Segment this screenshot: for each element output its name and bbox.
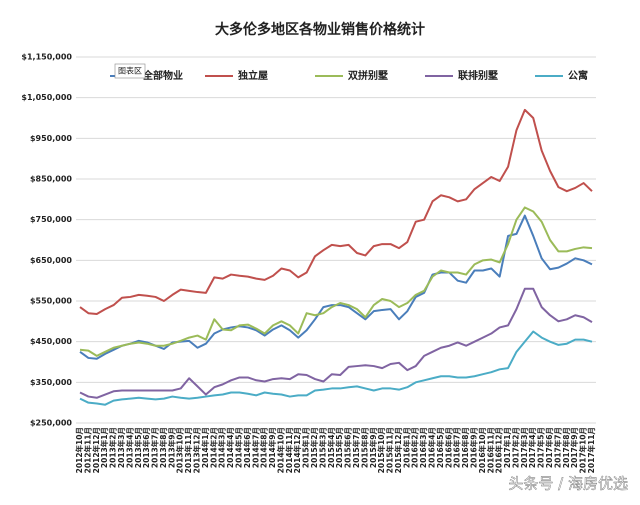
y-tick-label: $550,000: [30, 297, 72, 306]
y-tick-label: $250,000: [30, 419, 72, 428]
x-tick-label: 2013年4月: [124, 427, 134, 468]
x-tick-label: 2013年2月: [108, 427, 118, 468]
x-tick-label: 2014年6月: [242, 427, 252, 468]
x-tick-label: 2015年3月: [317, 427, 327, 468]
x-tick-label: 2015年2月: [309, 427, 319, 468]
y-tick-label: $850,000: [30, 175, 72, 184]
x-tick-label: 2017年5月: [536, 427, 546, 468]
x-tick-label: 2013年7月: [150, 427, 160, 468]
legend-label: 联排别墅: [458, 69, 498, 82]
x-tick-label: 2017年1月: [502, 427, 512, 468]
x-tick-label: 2015年8月: [359, 427, 369, 468]
y-tick-label: $950,000: [30, 134, 72, 143]
x-tick-label: 2016年5月: [435, 427, 445, 468]
x-tick-label: 2015年4月: [326, 427, 336, 468]
x-tick-label: 2017年10月: [578, 427, 588, 473]
x-tick-label: 2014年5月: [233, 427, 243, 468]
legend-label: 公寓: [568, 69, 588, 82]
legend-label: 独立屋: [238, 69, 268, 82]
x-tick-label: 2014年8月: [259, 427, 269, 468]
x-tick-label: 2014年3月: [217, 427, 227, 468]
x-tick-label: 2017年7月: [552, 427, 562, 468]
series-line: [79, 206, 593, 357]
x-tick-label: 2014年2月: [208, 427, 218, 468]
x-tick-label: 2013年10月: [175, 427, 185, 473]
x-tick-label: 2015年10月: [376, 427, 386, 473]
x-tick-label: 2016年10月: [477, 427, 487, 473]
x-tick-label: 2016年7月: [452, 427, 462, 468]
x-tick-label: 2017年2月: [510, 427, 520, 468]
tooltip: 图表区: [118, 66, 142, 76]
x-tick-label: 2013年3月: [116, 427, 126, 468]
x-tick-label: 2017年6月: [544, 427, 554, 468]
x-tick-label: 2015年11月: [385, 427, 395, 473]
series-line: [79, 287, 593, 399]
x-tick-label: 2016年11月: [485, 427, 495, 473]
x-tick-label: 2015年9月: [368, 427, 378, 468]
x-tick-label: 2016年4月: [427, 427, 437, 468]
x-tick-label: 2013年11月: [183, 427, 193, 473]
x-tick-label: 2016年6月: [443, 427, 453, 468]
x-tick-label: 2016年2月: [410, 427, 420, 468]
legend-label: 双拼别墅: [348, 69, 388, 82]
x-tick-label: 2017年11月: [586, 427, 596, 473]
chart-title: 大多伦多地区各物业销售价格统计: [215, 21, 425, 38]
x-tick-label: 2016年1月: [401, 427, 411, 468]
tooltip-box: [114, 63, 146, 79]
x-tick-label: 2014年12月: [292, 427, 302, 473]
x-tick-label: 2016年12月: [494, 427, 504, 473]
x-tick-label: 2016年3月: [418, 427, 428, 468]
y-tick-label: $650,000: [30, 256, 72, 265]
x-tick-label: 2017年8月: [561, 427, 571, 468]
x-tick-label: 2017年4月: [527, 427, 537, 468]
x-tick-label: 2012年11月: [82, 427, 92, 473]
x-tick-label: 2015年7月: [351, 427, 361, 468]
x-tick-label: 2014年9月: [267, 427, 277, 468]
x-tick-label: 2014年4月: [225, 427, 235, 468]
x-tick-label: 2013年8月: [158, 427, 168, 468]
x-tick-label: 2013年1月: [99, 427, 109, 468]
series-line: [79, 330, 593, 406]
x-tick-label: 2017年3月: [519, 427, 529, 468]
y-tick-label: $350,000: [30, 378, 72, 387]
x-tick-label: 2017年9月: [569, 427, 579, 468]
x-tick-label: 2013年9月: [166, 427, 176, 468]
x-tick-label: 2014年10月: [275, 427, 285, 473]
x-tick-label: 2014年1月: [200, 427, 210, 468]
series-line: [79, 108, 593, 316]
x-tick-label: 2015年6月: [343, 427, 353, 468]
x-tick-label: 2015年5月: [334, 427, 344, 468]
x-tick-label: 2014年7月: [250, 427, 260, 468]
y-tick-label: $450,000: [30, 337, 72, 346]
y-tick-label: $1,050,000: [21, 93, 72, 102]
x-tick-label: 2015年1月: [301, 427, 311, 468]
x-tick-label: 2015年12月: [393, 427, 403, 473]
x-tick-label: 2013年12月: [192, 427, 202, 473]
x-tick-label: 2012年12月: [91, 427, 101, 473]
x-tick-label: 2012年10月: [74, 427, 84, 473]
x-tick-label: 2013年6月: [141, 427, 151, 468]
x-tick-label: 2016年9月: [468, 427, 478, 468]
watermark: 头条号 / 海房优选: [508, 475, 628, 493]
y-tick-label: $750,000: [30, 215, 72, 224]
x-tick-label: 2014年11月: [284, 427, 294, 473]
legend-label: 全部物业: [142, 69, 183, 82]
y-tick-label: $1,150,000: [21, 53, 72, 62]
x-tick-label: 2016年8月: [460, 427, 470, 468]
x-tick-label: 2013年5月: [133, 427, 143, 468]
